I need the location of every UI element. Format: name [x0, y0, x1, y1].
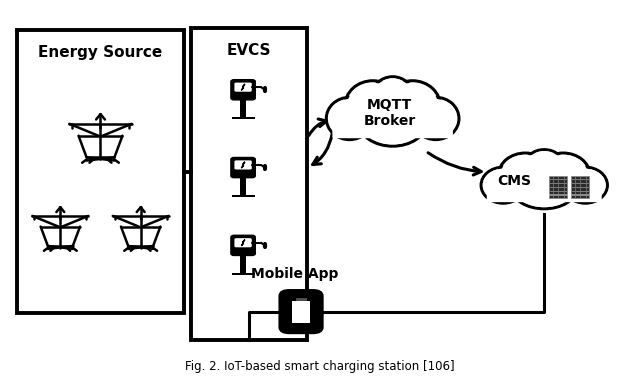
Bar [232, 117, 255, 119]
Bar [549, 195, 567, 198]
FancyBboxPatch shape [330, 114, 456, 141]
Ellipse shape [539, 155, 588, 194]
Text: MQTT
Broker: MQTT Broker [364, 98, 415, 128]
Bar [549, 176, 567, 179]
Ellipse shape [524, 150, 564, 184]
Bar [549, 187, 567, 190]
Ellipse shape [328, 99, 371, 138]
FancyBboxPatch shape [234, 238, 252, 247]
Bar [549, 191, 567, 194]
FancyBboxPatch shape [234, 160, 252, 170]
Bar [232, 195, 255, 197]
Ellipse shape [414, 99, 457, 138]
Bar [572, 183, 589, 187]
Polygon shape [241, 240, 245, 246]
Ellipse shape [345, 81, 401, 131]
Bar [240, 98, 246, 117]
Bar [232, 273, 255, 275]
Ellipse shape [360, 101, 426, 146]
Text: Energy Source: Energy Source [38, 45, 163, 60]
FancyBboxPatch shape [234, 83, 252, 92]
FancyBboxPatch shape [484, 181, 604, 204]
FancyBboxPatch shape [332, 115, 453, 138]
Ellipse shape [501, 155, 550, 194]
Polygon shape [241, 84, 245, 90]
Ellipse shape [537, 153, 589, 196]
Bar [572, 176, 589, 179]
Text: EVCS: EVCS [227, 43, 271, 58]
Ellipse shape [525, 151, 563, 182]
Ellipse shape [371, 77, 414, 117]
Text: Fig. 2. IoT-based smart charging station [106]: Fig. 2. IoT-based smart charging station… [185, 360, 455, 373]
Bar [240, 254, 246, 273]
Ellipse shape [481, 167, 525, 203]
Ellipse shape [385, 81, 440, 131]
FancyBboxPatch shape [280, 290, 323, 333]
Bar [572, 195, 589, 198]
FancyBboxPatch shape [17, 30, 184, 314]
FancyBboxPatch shape [231, 80, 255, 100]
Ellipse shape [515, 172, 573, 207]
Ellipse shape [513, 170, 576, 209]
Ellipse shape [387, 83, 438, 129]
Ellipse shape [565, 169, 605, 202]
FancyBboxPatch shape [231, 157, 255, 178]
Ellipse shape [326, 98, 372, 139]
FancyBboxPatch shape [231, 235, 255, 256]
FancyBboxPatch shape [487, 182, 602, 202]
Ellipse shape [499, 153, 552, 196]
Ellipse shape [563, 167, 607, 203]
Text: Mobile App: Mobile App [251, 267, 339, 281]
Polygon shape [241, 162, 245, 168]
Ellipse shape [362, 103, 423, 144]
Ellipse shape [373, 78, 412, 115]
Bar [572, 187, 589, 190]
FancyBboxPatch shape [191, 29, 307, 339]
Bar [292, 301, 310, 323]
Ellipse shape [413, 98, 459, 139]
Bar [572, 179, 589, 183]
Ellipse shape [347, 83, 398, 129]
Ellipse shape [483, 169, 524, 202]
Bar [549, 183, 567, 187]
Bar [572, 191, 589, 194]
Bar [240, 176, 246, 195]
Bar [549, 179, 567, 183]
Text: CMS: CMS [497, 174, 531, 188]
